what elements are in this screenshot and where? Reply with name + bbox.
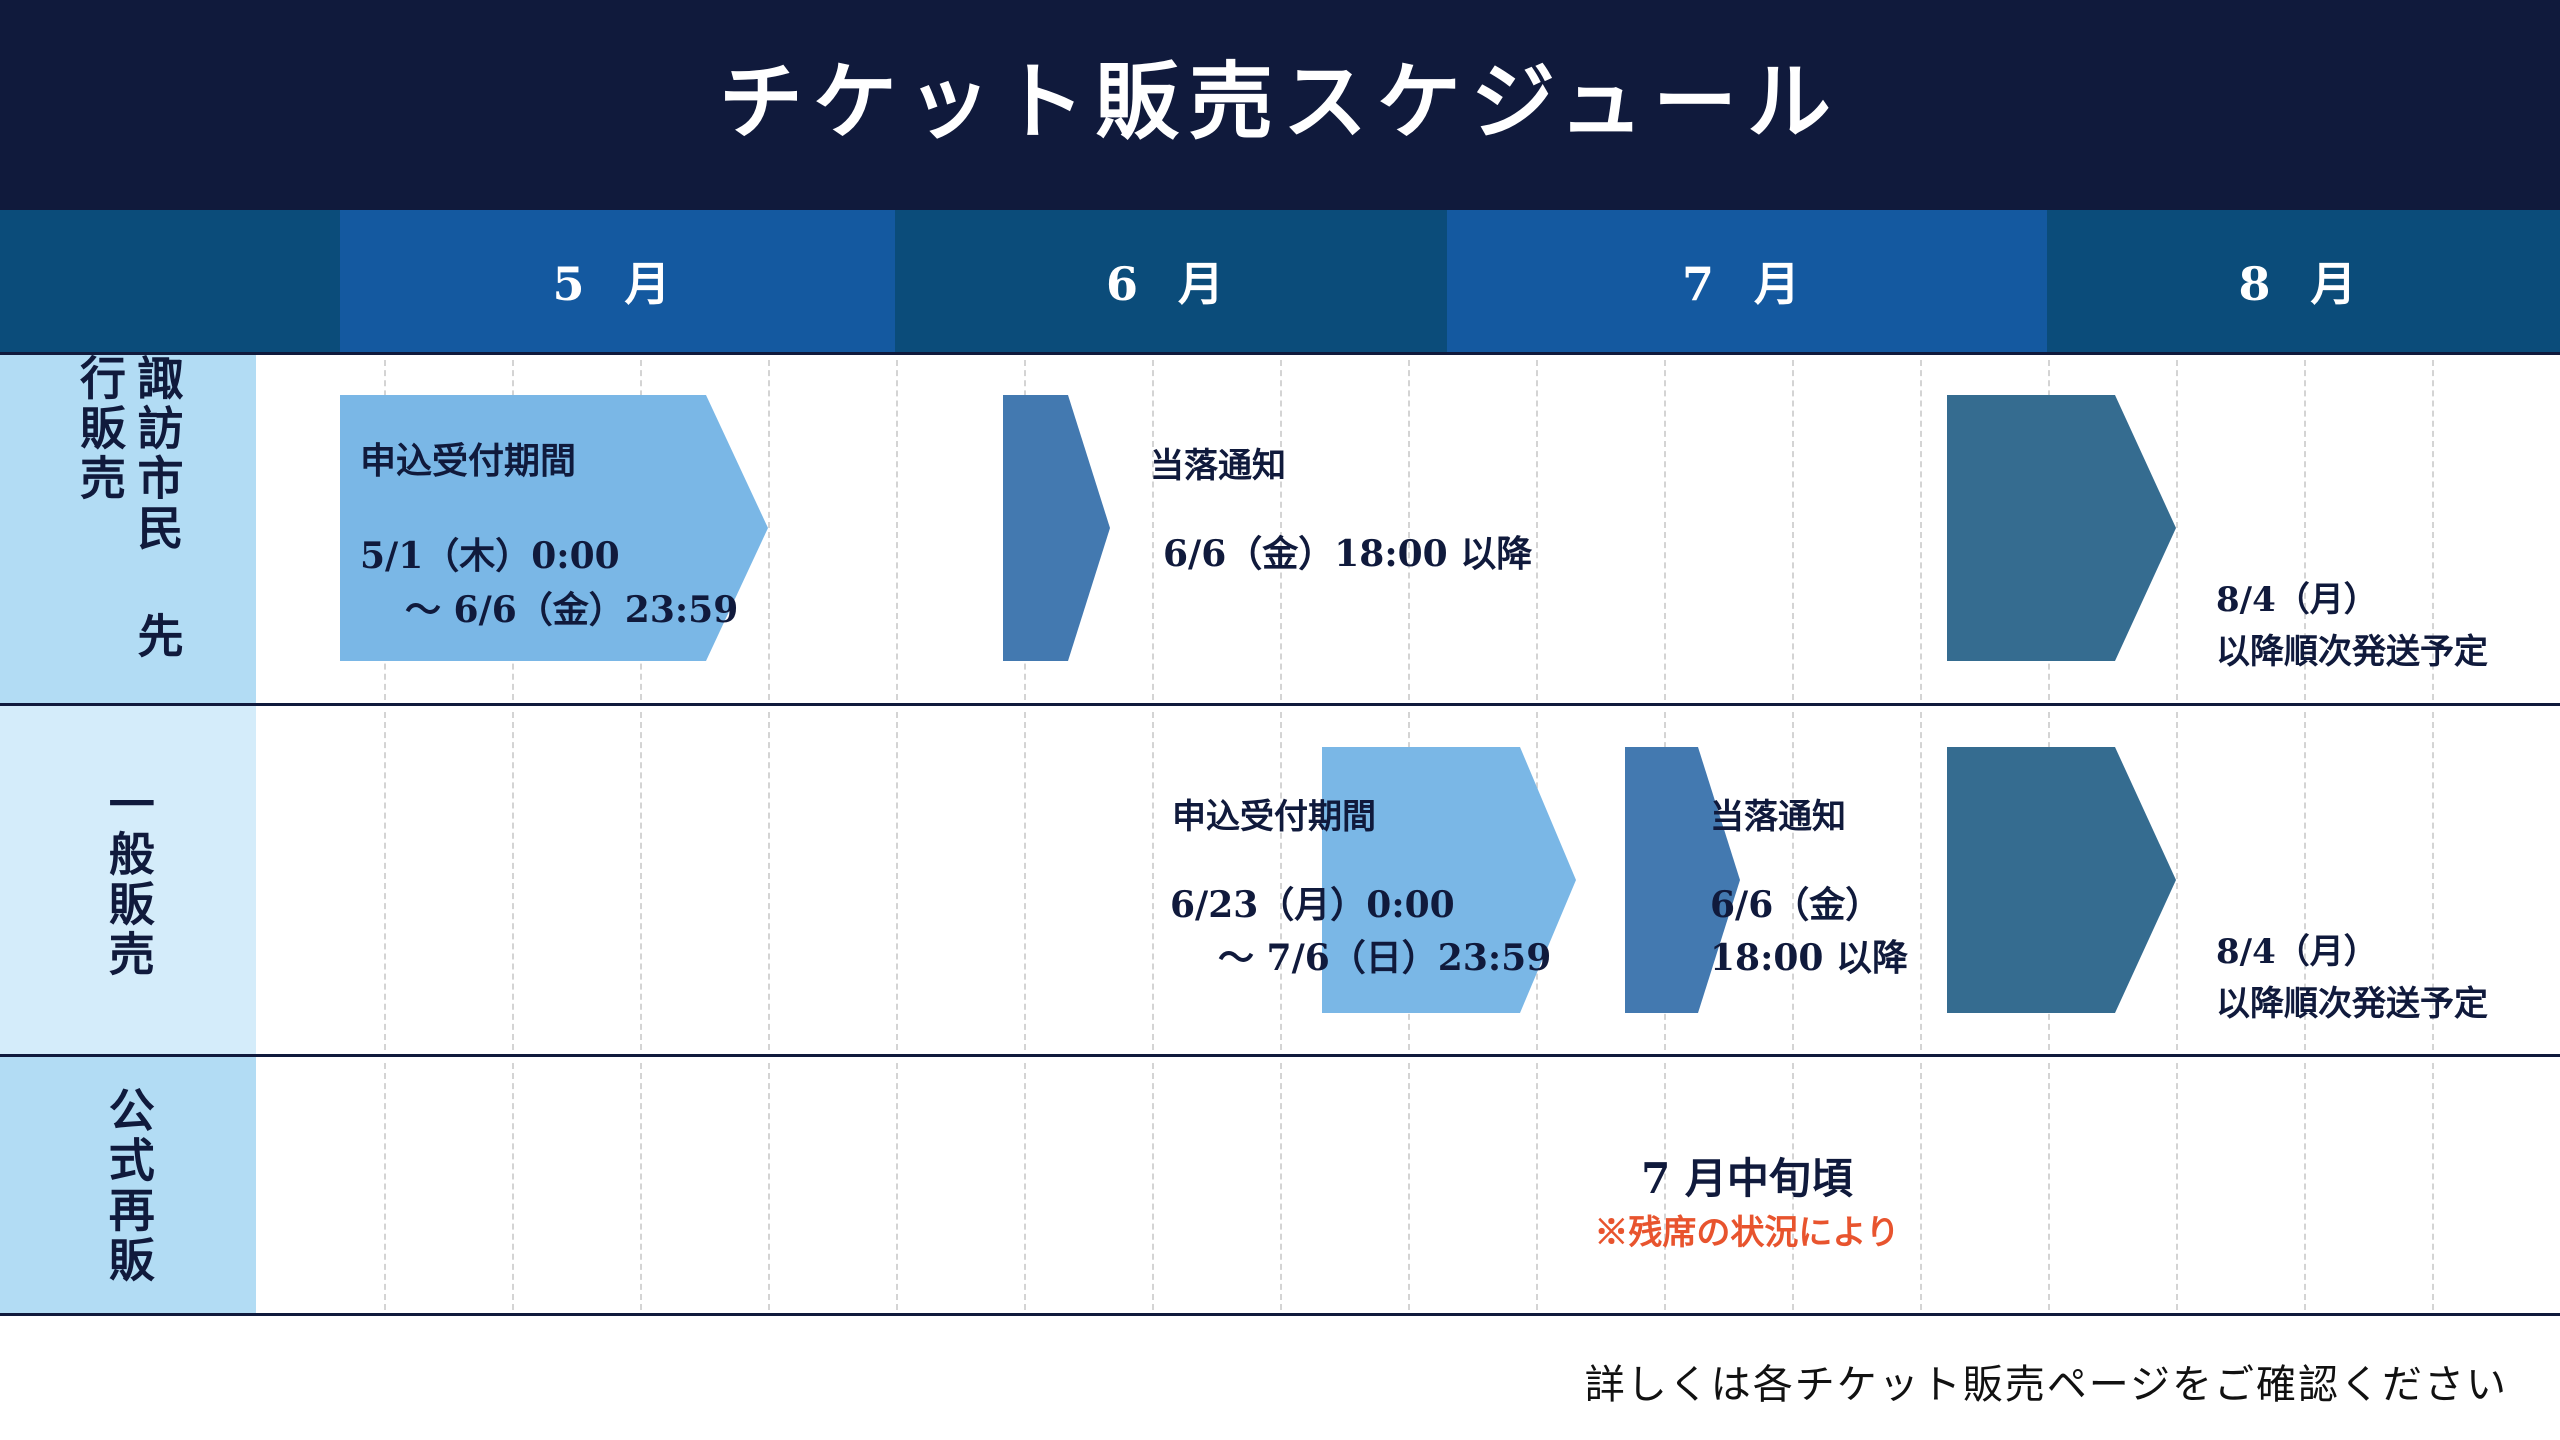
timeline-guide-line xyxy=(1408,1063,1410,1310)
timeline-guide-line xyxy=(1408,360,1410,700)
page-title: チケット販売スケジュール xyxy=(718,51,1842,151)
timeline-guide-line xyxy=(2176,1063,2178,1310)
timeline-guide-line xyxy=(1152,360,1154,700)
timeline-guide-line xyxy=(2304,712,2306,1050)
footer-note: 詳しくは各チケット販売ページをご確認ください xyxy=(1584,1362,2508,1408)
senko-apply-from: 5/1（木）0:00 xyxy=(360,535,620,577)
row-separator xyxy=(0,1313,2560,1316)
timeline-guide-line xyxy=(640,1063,642,1310)
timeline-guide-line xyxy=(1920,712,1922,1050)
timeline-guide-line xyxy=(2432,712,2434,1050)
timeline-guide-line xyxy=(1792,360,1794,700)
timeline-guide-line xyxy=(2176,360,2178,700)
timeline-guide-line xyxy=(1152,712,1154,1050)
timeline-guide-line xyxy=(384,712,386,1050)
month-label-june: 6 月 xyxy=(1105,257,1237,311)
resale-note: ※残席の状況により xyxy=(1594,1213,1900,1253)
ippan-ship-arrow xyxy=(1947,747,2176,1013)
timeline-guide-line xyxy=(512,1063,514,1310)
timeline-guide-line xyxy=(2432,1063,2434,1310)
ippan-notice-date: 6/6（金） xyxy=(1710,884,1882,926)
timeline-guide-line xyxy=(384,1063,386,1310)
timeline-guide-line xyxy=(2432,360,2434,700)
timeline-guide-line xyxy=(896,712,898,1050)
senko-apply-arrow xyxy=(340,395,768,661)
timeline-guide-line xyxy=(2304,1063,2306,1310)
timeline-guide-line xyxy=(1920,1063,1922,1310)
timeline-guide-line xyxy=(1920,360,1922,700)
senko-ship-date: 8/4（月） xyxy=(2216,580,2378,620)
timeline-guide-line xyxy=(1024,1063,1026,1310)
timeline-guide-line xyxy=(1152,1063,1154,1310)
timeline-guide-line xyxy=(1664,1063,1666,1310)
timeline-guide-line xyxy=(2176,712,2178,1050)
timeline-guide-line xyxy=(896,360,898,700)
timeline-guide-line xyxy=(1280,1063,1282,1310)
ippan-apply-to: 〜 7/6（日）23:59 xyxy=(1218,937,1552,979)
ippan-notice-time: 18:00 以降 xyxy=(1710,937,1909,979)
month-label-may: 5 月 xyxy=(552,257,683,311)
ippan-apply-heading: 申込受付期間 xyxy=(1172,797,1376,837)
row-label-senko: 諏訪市民 先行販売 xyxy=(73,354,185,662)
month-label-july: 7 月 xyxy=(1681,257,1813,311)
row-separator xyxy=(0,352,2560,355)
timeline-guide-line xyxy=(1536,360,1538,700)
timeline-guide-line xyxy=(1792,712,1794,1050)
timeline-guide-line xyxy=(1280,712,1282,1050)
senko-notice-date: 6/6（金）18:00 以降 xyxy=(1163,533,1533,575)
timeline-guide-line xyxy=(512,712,514,1050)
timeline-guide-line xyxy=(2048,1063,2050,1310)
timeline-guide-line xyxy=(1664,360,1666,700)
timeline-guide-line xyxy=(896,1063,898,1310)
row-separator xyxy=(0,1054,2560,1057)
ippan-notice-heading: 当落通知 xyxy=(1710,797,1846,837)
ippan-apply-from: 6/23（月）0:00 xyxy=(1170,884,1455,926)
timeline-guide-line xyxy=(1280,360,1282,700)
timeline-guide-line xyxy=(768,360,770,700)
timeline-guide-line xyxy=(1536,1063,1538,1310)
row-label-bg-senko xyxy=(0,354,256,703)
senko-ship-note: 以降順次発送予定 xyxy=(2216,632,2488,672)
resale-period: 7 月中旬頃 xyxy=(1641,1154,1853,1203)
senko-ship-arrow xyxy=(1947,395,2176,661)
row-label-ippan: 一般販売 xyxy=(101,780,156,980)
timeline-guide-line xyxy=(768,1063,770,1310)
ippan-ship-date: 8/4（月） xyxy=(2216,932,2378,972)
timeline-guide-line xyxy=(1024,712,1026,1050)
senko-apply-heading: 申込受付期間 xyxy=(360,440,577,482)
senko-apply-to: 〜 6/6（金）23:59 xyxy=(405,589,739,631)
ippan-ship-note: 以降順次発送予定 xyxy=(2216,984,2488,1024)
timeline-guide-line xyxy=(2304,360,2306,700)
row-label-bg-resale xyxy=(0,1057,256,1314)
senko-notice-arrow xyxy=(1003,395,1110,661)
month-label-august: 8 月 xyxy=(2238,257,2369,311)
senko-notice-heading: 当落通知 xyxy=(1150,446,1286,486)
ippan-notice-arrow xyxy=(1625,747,1740,1013)
month-cell-bg-7 xyxy=(1447,210,2047,352)
row-label-bg-ippan xyxy=(0,706,256,1054)
row-separator xyxy=(0,703,2560,706)
month-cell-bg-6 xyxy=(895,210,1447,352)
month-cell-bg-5 xyxy=(340,210,895,352)
timeline-guide-line xyxy=(768,712,770,1050)
title-bar xyxy=(0,0,2560,210)
ippan-apply-arrow xyxy=(1322,747,1576,1013)
row-label-resale: 公式再販 xyxy=(101,1085,156,1286)
month-cell-bg-8 xyxy=(2047,210,2560,352)
timeline-guide-line xyxy=(1792,1063,1794,1310)
timeline-guide-line xyxy=(640,712,642,1050)
